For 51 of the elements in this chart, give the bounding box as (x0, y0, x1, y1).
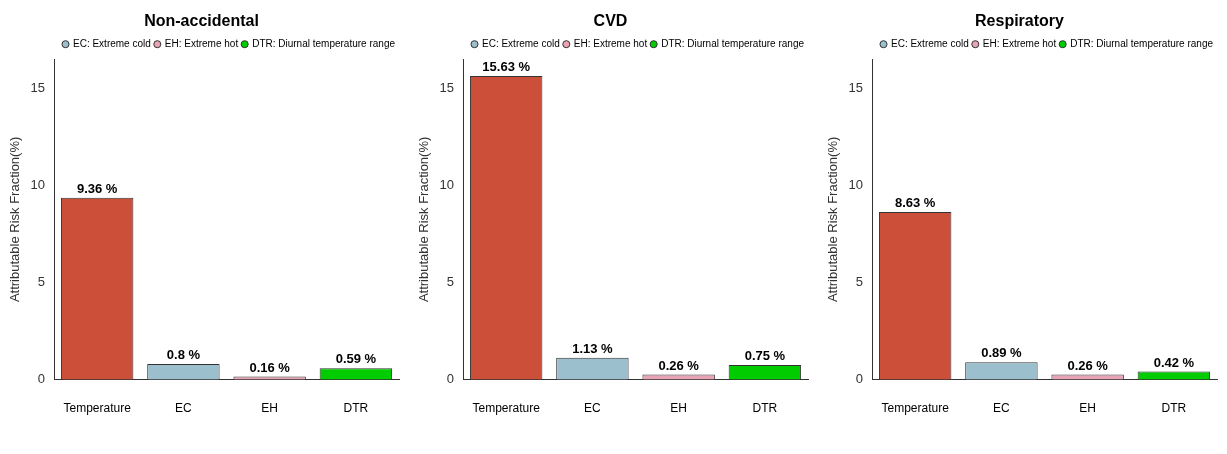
legend-label: DTR: Diurnal temperature range (252, 37, 396, 49)
x-tick-label: DTR (752, 401, 778, 416)
y-tick-label: 10 (439, 177, 455, 192)
x-tick-label: DTR (343, 401, 369, 416)
legend-label: DTR: Diurnal temperature range (1070, 37, 1214, 49)
y-tick-label: 5 (446, 274, 455, 290)
y-tick-label: 5 (37, 274, 46, 290)
data-label: 0.42 % (1153, 354, 1195, 370)
data-label: 0.16 % (249, 359, 291, 375)
data-label: 1.13 % (572, 340, 614, 356)
x-tick-label: EC (993, 401, 1011, 416)
chart-title: CVD (593, 12, 628, 30)
x-tick-label: EC (175, 401, 193, 416)
y-tick-label: 0 (37, 371, 46, 387)
x-tick-label: Temperature (881, 401, 950, 416)
y-axis-title: Attributable Risk Fraction(%) (416, 136, 432, 303)
data-label: 0.59 % (335, 351, 377, 367)
y-axis-title: Attributable Risk Fraction(%) (825, 136, 841, 303)
y-tick-label: 0 (855, 371, 864, 387)
legend-label: EH: Extreme hot (573, 37, 648, 49)
legend-label: EH: Extreme hot (982, 37, 1057, 49)
chart-title: Respiratory (975, 12, 1065, 30)
y-tick-label: 10 (848, 177, 864, 192)
y-tick-label: 15 (848, 79, 864, 95)
y-tick-label: 15 (30, 79, 46, 95)
y-axis-title: Attributable Risk Fraction(%) (7, 136, 23, 303)
legend-label: EH: Extreme hot (164, 37, 239, 49)
x-tick-label: EH (670, 401, 687, 416)
y-tick-label: 0 (446, 371, 455, 387)
chart-title: Non-accidental (144, 12, 259, 30)
x-tick-label: Temperature (63, 401, 132, 416)
data-label: 0.26 % (658, 357, 700, 373)
legend-label: EC: Extreme cold (482, 37, 560, 49)
data-label: 0.75 % (744, 348, 786, 364)
data-label: 0.26 % (1067, 357, 1109, 373)
legend-label: EC: Extreme cold (73, 37, 151, 49)
data-label: 15.63 % (482, 59, 531, 75)
y-tick-label: 10 (30, 177, 46, 192)
data-label: 0.89 % (981, 345, 1023, 361)
legend-label: DTR: Diurnal temperature range (661, 37, 805, 49)
x-tick-label: DTR (1161, 401, 1187, 416)
x-tick-label: EC (584, 401, 602, 416)
data-label: 9.36 % (76, 180, 118, 196)
x-tick-label: EH (261, 401, 278, 416)
y-tick-label: 5 (855, 274, 864, 290)
legend-label: EC: Extreme cold (891, 37, 969, 49)
y-tick-label: 15 (439, 79, 455, 95)
x-tick-label: EH (1079, 401, 1096, 416)
data-label: 8.63 % (894, 195, 936, 211)
data-label: 0.8 % (166, 347, 201, 363)
x-tick-label: Temperature (472, 401, 541, 416)
